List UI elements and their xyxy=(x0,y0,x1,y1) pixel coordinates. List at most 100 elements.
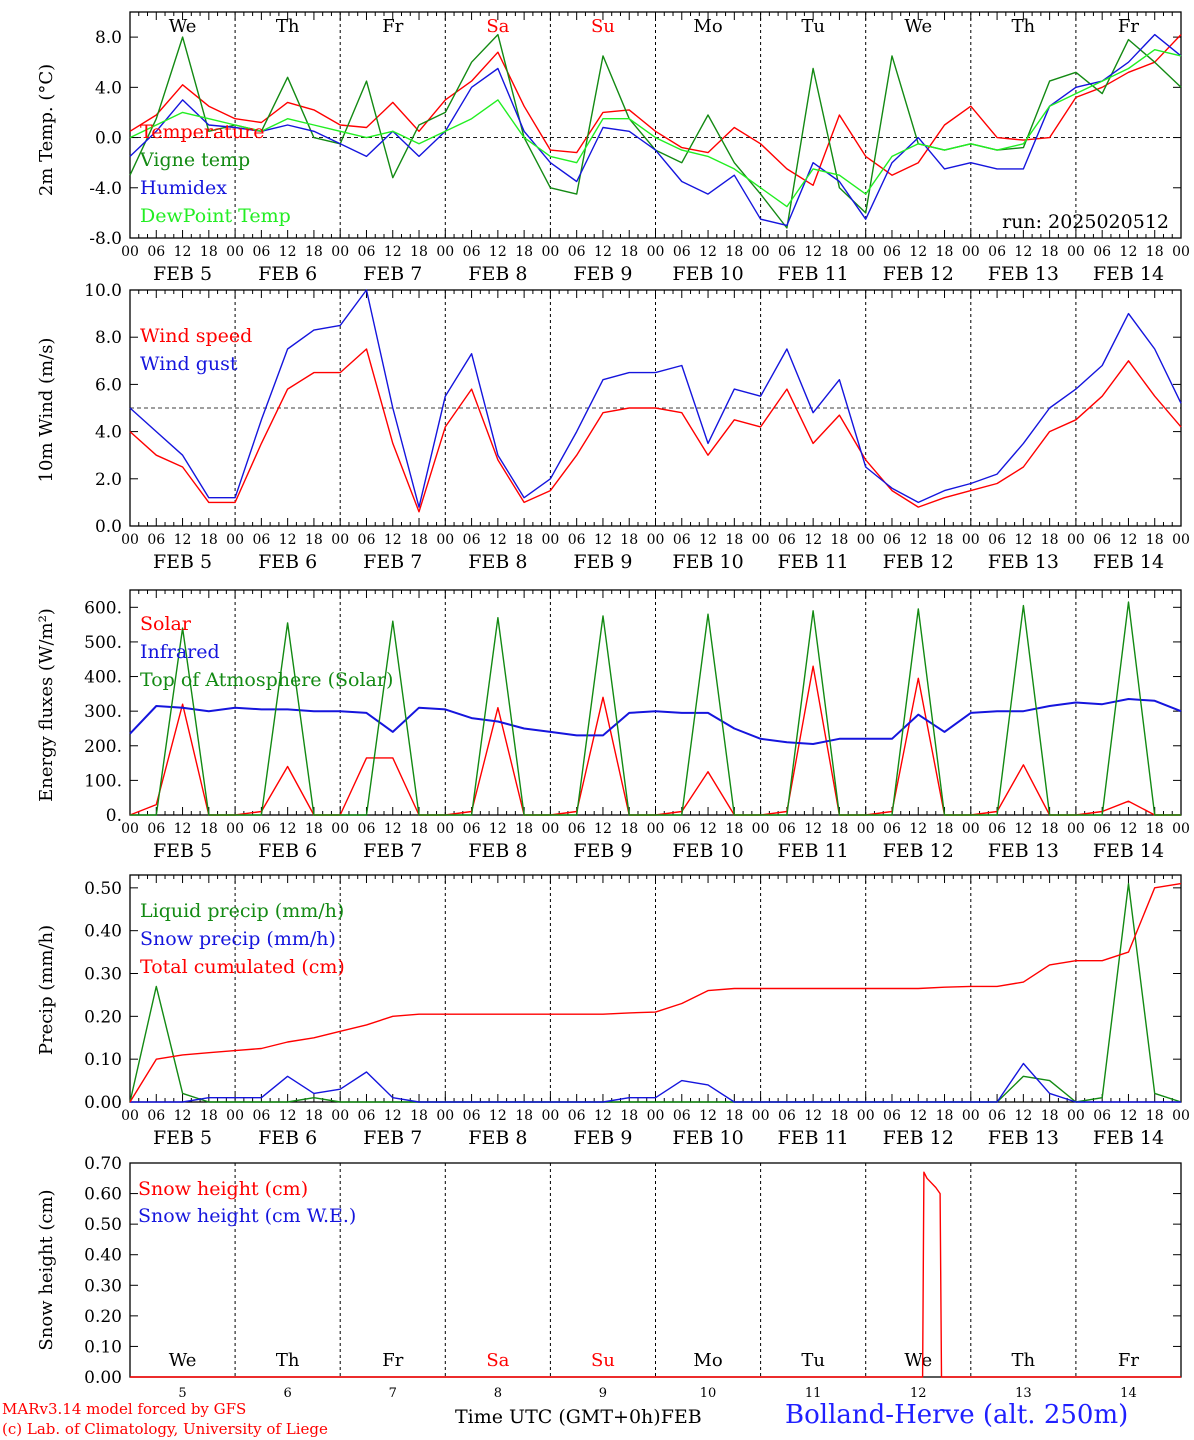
hour-tick-label: 18 xyxy=(305,244,323,260)
hour-tick-label: 00 xyxy=(436,244,454,260)
legend-entry: Snow height (cm) xyxy=(138,1178,308,1200)
date-label: FEB 8 xyxy=(468,1127,527,1149)
hour-tick-label: 12 xyxy=(594,1108,612,1124)
hour-tick-label: 12 xyxy=(1120,244,1138,260)
day-name-label: Fr xyxy=(1118,16,1139,37)
hour-tick-label: 18 xyxy=(831,244,849,260)
date-label: FEB 12 xyxy=(883,551,954,573)
date-label: FEB 7 xyxy=(363,551,422,573)
hour-tick-label: 00 xyxy=(436,1108,454,1124)
hour-tick-label: 00 xyxy=(962,244,980,260)
model-credit: MARv3.14 model forced by GFS xyxy=(2,1400,247,1418)
y-tick-label: 2.0 xyxy=(95,470,122,490)
date-label: FEB 8 xyxy=(468,840,527,862)
hour-tick-label: 12 xyxy=(174,244,192,260)
run-label: run: 2025020512 xyxy=(1002,211,1169,233)
hour-tick-label: 12 xyxy=(384,1108,402,1124)
y-tick-label: 0.30 xyxy=(84,965,122,985)
y-tick-label: -8.0 xyxy=(89,229,122,249)
hour-tick-label: 00 xyxy=(1067,532,1085,548)
hour-tick-label: 12 xyxy=(174,532,192,548)
y-tick-label: 0.20 xyxy=(84,1007,122,1027)
hour-tick-label: 12 xyxy=(1120,821,1138,837)
hour-tick-label: 00 xyxy=(331,821,349,837)
hour-tick-label: 12 xyxy=(804,244,822,260)
series-line-humidex xyxy=(129,33,1182,227)
hour-tick-label: 12 xyxy=(594,532,612,548)
hour-tick-label: 00 xyxy=(1067,821,1085,837)
hour-tick-label: 18 xyxy=(1146,532,1164,548)
date-label: FEB 13 xyxy=(988,551,1059,573)
hour-tick-label: 12 xyxy=(279,244,297,260)
date-label: FEB 7 xyxy=(363,840,422,862)
hour-tick-label: 18 xyxy=(200,1108,218,1124)
date-label: FEB 5 xyxy=(153,840,212,862)
hour-tick-label: 06 xyxy=(463,244,481,260)
hour-tick-label: 12 xyxy=(279,821,297,837)
date-label: FEB 10 xyxy=(672,840,743,862)
hour-tick-label: 18 xyxy=(936,821,954,837)
hour-tick-label: 18 xyxy=(1146,1108,1164,1124)
hour-tick-label: 00 xyxy=(436,821,454,837)
hour-tick-label: 06 xyxy=(673,821,691,837)
hour-tick-label: 00 xyxy=(436,532,454,548)
hour-tick-label: 18 xyxy=(200,821,218,837)
hour-tick-label: 06 xyxy=(463,1108,481,1124)
lab-credit: (c) Lab. of Climatology, University of L… xyxy=(2,1420,328,1438)
y-tick-label: 4.0 xyxy=(95,78,122,98)
hour-tick-label: 12 xyxy=(909,532,927,548)
day-number-label: 10 xyxy=(700,1386,717,1401)
hour-tick-label: 06 xyxy=(147,244,165,260)
y-tick-label: 100. xyxy=(84,771,122,791)
y-tick-label: 0.00 xyxy=(84,1368,122,1388)
hour-tick-label: 12 xyxy=(279,1108,297,1124)
hour-tick-label: 12 xyxy=(699,244,717,260)
hour-tick-label: 12 xyxy=(1014,244,1032,260)
hour-tick-label: 18 xyxy=(1041,821,1059,837)
hour-tick-label: 00 xyxy=(857,821,875,837)
series-line-temperature xyxy=(129,34,1182,187)
date-label: FEB 9 xyxy=(573,1127,632,1149)
hour-tick-label: 18 xyxy=(305,1108,323,1124)
hour-tick-label: 12 xyxy=(384,821,402,837)
hour-tick-label: 12 xyxy=(909,1108,927,1124)
hour-tick-label: 12 xyxy=(699,1108,717,1124)
hour-tick-label: 06 xyxy=(358,1108,376,1124)
day-name-label: Fr xyxy=(382,16,403,37)
station-name: Bolland-Herve (alt. 250m) xyxy=(785,1400,1129,1430)
date-label: FEB 7 xyxy=(363,1127,422,1149)
hour-tick-label: 18 xyxy=(515,821,533,837)
hour-tick-label: 06 xyxy=(1093,821,1111,837)
hour-tick-label: 18 xyxy=(620,1108,638,1124)
hour-tick-label: 12 xyxy=(174,1108,192,1124)
hour-tick-label: 06 xyxy=(358,821,376,837)
hour-tick-label: 06 xyxy=(883,244,901,260)
hour-tick-label: 12 xyxy=(489,1108,507,1124)
date-label: FEB 14 xyxy=(1093,840,1164,862)
hour-tick-label: 06 xyxy=(988,821,1006,837)
hour-tick-label: 12 xyxy=(174,821,192,837)
hour-tick-label: 06 xyxy=(147,1108,165,1124)
hour-tick-label: 12 xyxy=(489,821,507,837)
y-axis-title: Snow height (cm) xyxy=(36,1189,57,1350)
day-name-label: Tu xyxy=(801,1350,825,1371)
hour-tick-label: 00 xyxy=(226,1108,244,1124)
hour-tick-label: 06 xyxy=(252,532,270,548)
y-axis-title: 2m Temp. (°C) xyxy=(36,64,57,196)
hour-tick-label: 12 xyxy=(489,532,507,548)
y-tick-label: 0.0 xyxy=(95,517,122,537)
hour-tick-label: 12 xyxy=(594,244,612,260)
legend-entry: Top of Atmosphere (Solar) xyxy=(140,669,393,691)
hour-tick-label: 00 xyxy=(647,532,665,548)
date-label: FEB 10 xyxy=(672,263,743,285)
day-name-label: Tu xyxy=(801,16,825,37)
hour-tick-label: 18 xyxy=(410,244,428,260)
day-name-label: We xyxy=(169,1350,197,1371)
hour-tick-label: 00 xyxy=(541,532,559,548)
date-label: FEB 14 xyxy=(1093,263,1164,285)
hour-tick-label: 00 xyxy=(857,1108,875,1124)
hour-tick-label: 00 xyxy=(1067,1108,1085,1124)
hour-tick-label: 18 xyxy=(410,1108,428,1124)
hour-tick-label: 00 xyxy=(331,1108,349,1124)
